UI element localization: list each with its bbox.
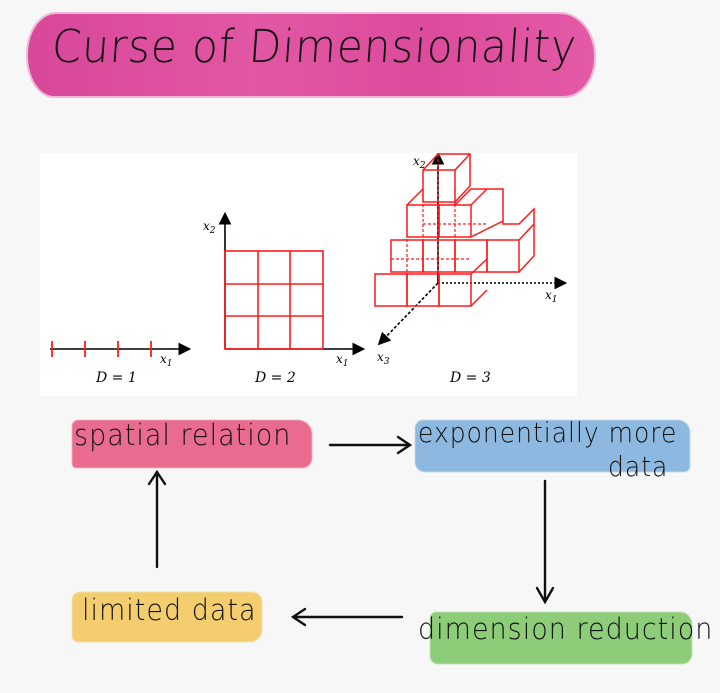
node-exponentially-more-data bbox=[415, 420, 690, 472]
arrow-limited-to-spatial bbox=[147, 469, 167, 569]
node-limited-data-label: limited data bbox=[82, 593, 257, 628]
panel-d2-label: D = 2 bbox=[254, 370, 296, 386]
node-spatial-relation-label: spatial relation bbox=[74, 418, 292, 453]
node-dimension-reduction-label: dimension reduction bbox=[418, 612, 714, 647]
node-spatial-relation bbox=[72, 420, 312, 468]
dimension-grid-svg: x1 D = 1 x2 x1 D = 2 bbox=[50, 153, 568, 386]
panel-d3: x2 x1 x3 D = 3 bbox=[374, 153, 568, 386]
arrow-exponential-to-reduction bbox=[535, 479, 555, 605]
arrow-spatial-to-exponential bbox=[328, 435, 413, 455]
panel-d1-label: D = 1 bbox=[95, 370, 137, 386]
node-limited-data bbox=[72, 592, 262, 642]
dimension-grid-figure: x1 D = 1 x2 x1 D = 2 bbox=[40, 153, 577, 396]
node-exponentially-more-data-label-1: exponentially more bbox=[418, 416, 678, 449]
node-dimension-reduction bbox=[430, 612, 692, 664]
arrow-reduction-to-limited bbox=[290, 607, 404, 627]
panel-d3-label: D = 3 bbox=[449, 370, 491, 386]
title-banner bbox=[28, 14, 594, 96]
node-exponentially-more-data-label-2: data bbox=[608, 450, 669, 483]
panel-d1: x1 D = 1 bbox=[50, 341, 192, 386]
